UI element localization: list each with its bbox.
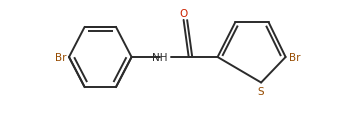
Text: O: O [180,9,188,19]
Text: Br: Br [289,53,300,62]
Text: S: S [258,86,265,96]
Text: Br: Br [54,53,66,62]
Text: NH: NH [152,53,168,62]
